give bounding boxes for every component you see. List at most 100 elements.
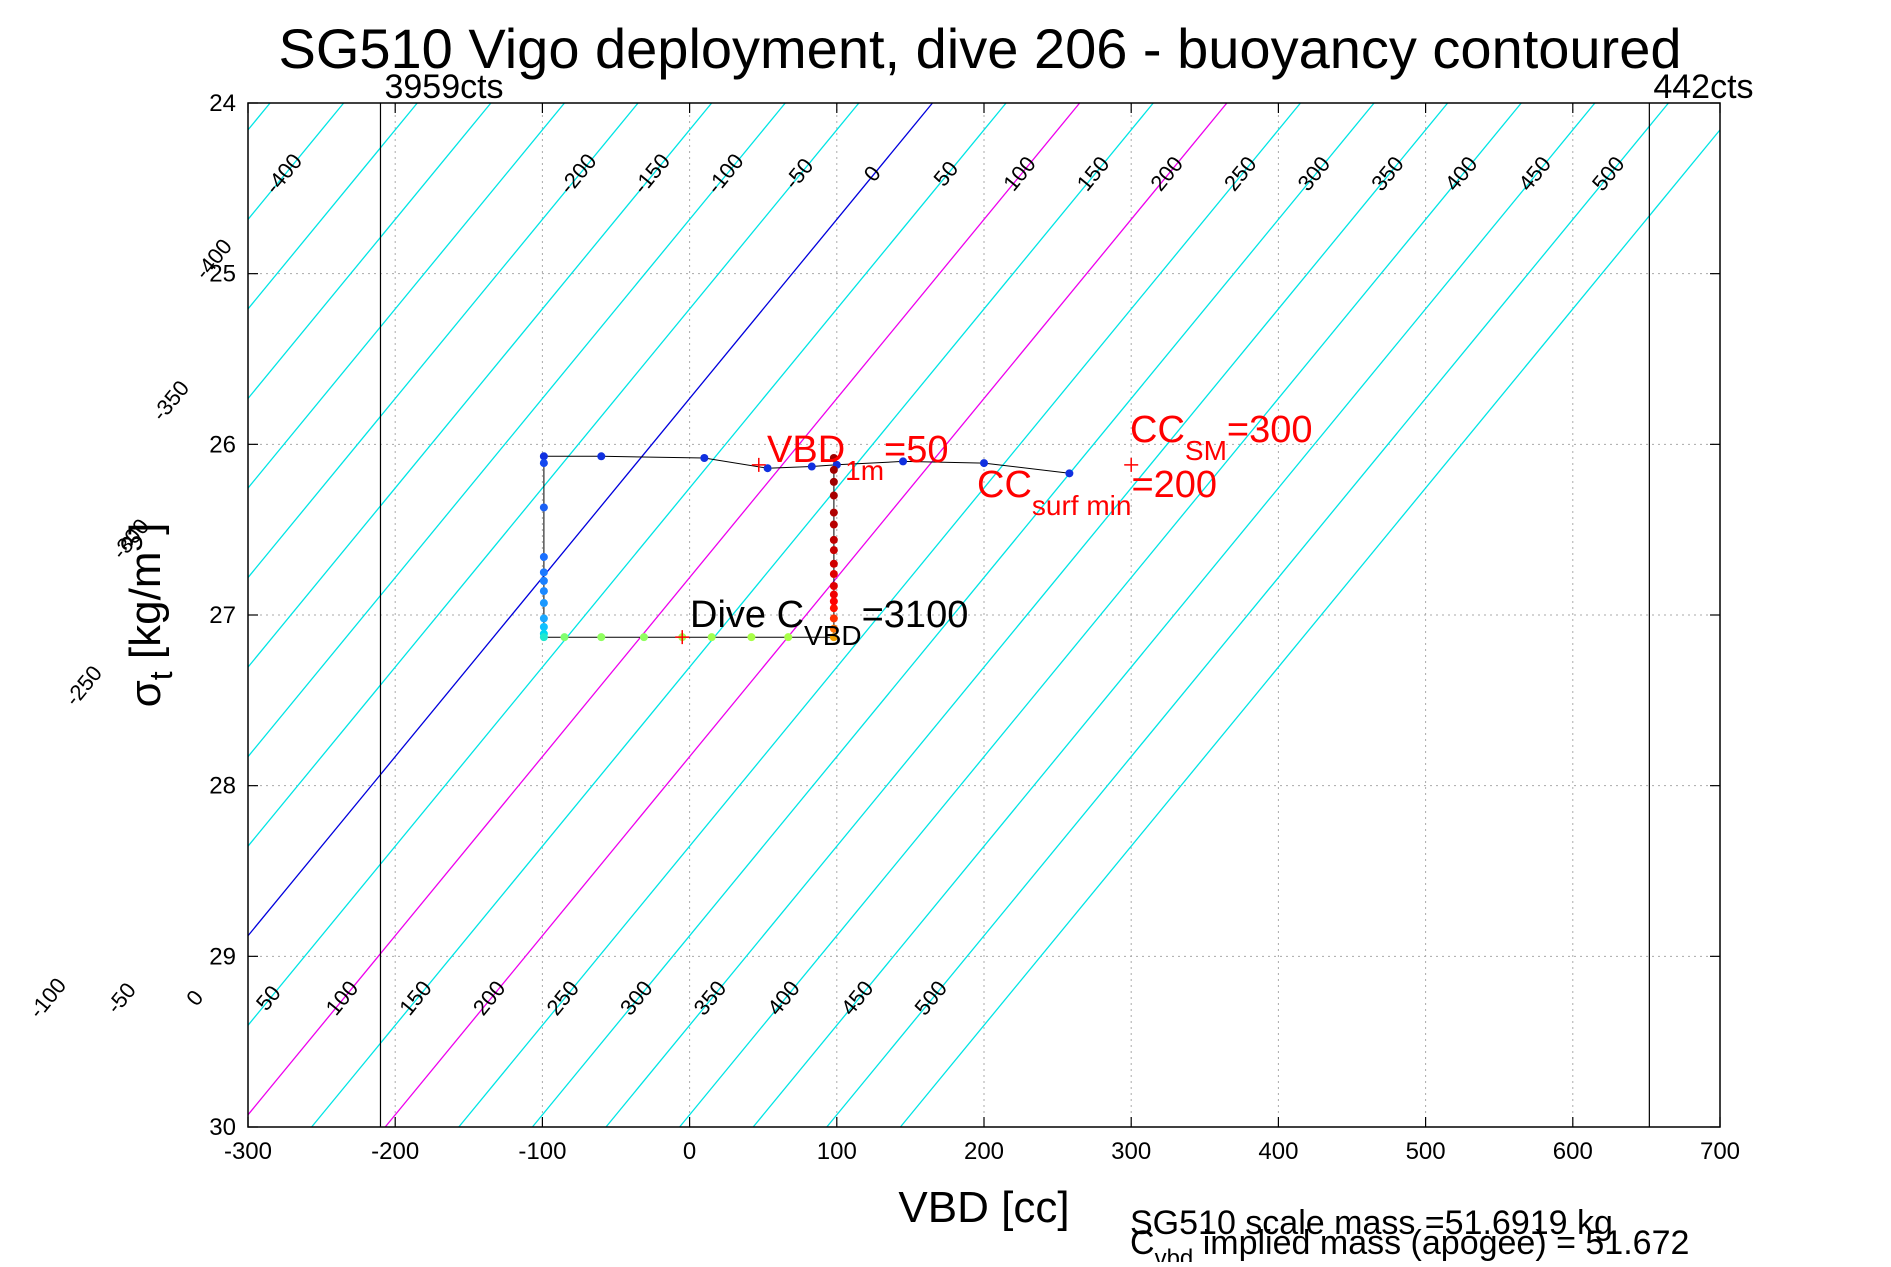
dive-trace-point — [829, 546, 838, 555]
dive-trace-point — [639, 633, 648, 642]
x-axis-label: VBD [cc] — [898, 1183, 1069, 1232]
dive-trace-point — [539, 633, 548, 642]
dive-trace-point — [597, 452, 606, 461]
dive-trace-point — [1065, 469, 1074, 478]
contour-line — [247, 102, 933, 937]
dive-trace-point — [539, 599, 548, 608]
plus-marker — [1124, 457, 1139, 472]
contour-line — [531, 102, 1375, 1128]
contour-label: -100 — [24, 973, 71, 1023]
contour-line — [247, 102, 860, 847]
contour-line — [458, 102, 1301, 1128]
dive-trace-point — [539, 552, 548, 561]
dive-trace-point — [829, 633, 838, 642]
contour-line — [247, 102, 271, 131]
dive-trace-point — [829, 570, 838, 579]
dive-trace-point — [829, 477, 838, 486]
y-tick-label: 29 — [209, 943, 236, 970]
vbd-limit-label: 3959cts — [384, 68, 503, 106]
contour-line — [311, 102, 1154, 1128]
x-tick-label: 600 — [1553, 1138, 1593, 1165]
dive-trace-point — [539, 459, 548, 468]
dive-trace-point — [829, 535, 838, 544]
x-tick-label: 500 — [1406, 1138, 1446, 1165]
y-tick-label: 25 — [209, 261, 236, 288]
dive-trace-point — [539, 587, 548, 596]
dive-trace-point — [829, 604, 838, 613]
x-tick-label: -100 — [518, 1138, 566, 1165]
contour-line — [679, 102, 1522, 1128]
dive-trace-point — [539, 568, 548, 577]
dive-trace-point — [560, 633, 569, 642]
x-tick-label: 700 — [1700, 1138, 1740, 1165]
dive-trace-point — [829, 520, 838, 529]
contour-label: -250 — [60, 661, 107, 711]
dive-trace-point — [539, 576, 548, 585]
dive-trace-point — [807, 462, 816, 471]
dive-trace-point — [784, 633, 793, 642]
cc-surf-min-annotation: CCsurf min=200 — [977, 464, 1217, 521]
vbd1m-annotation: VBD1m=50 — [767, 429, 949, 486]
y-tick-label: 30 — [209, 1114, 236, 1141]
dive-trace-point — [829, 508, 838, 517]
y-tick-label: 24 — [209, 90, 236, 117]
contour-line — [752, 102, 1596, 1128]
contour-label: -350 — [147, 376, 194, 426]
plus-marker — [751, 457, 766, 472]
contour-line — [247, 102, 345, 220]
contour-line — [247, 102, 418, 310]
contour-label: 0 — [181, 985, 208, 1010]
contour-lines — [247, 102, 1721, 1128]
x-tick-label: 400 — [1258, 1138, 1298, 1165]
vbd-limit-lines: 3959cts 442cts — [379, 68, 1754, 1127]
plus-marker — [675, 630, 690, 645]
dive-trace-point — [829, 465, 838, 474]
dive-trace-point — [539, 622, 548, 631]
x-tick-label: 200 — [964, 1138, 1004, 1165]
dive-trace-point — [829, 491, 838, 500]
contour-line — [826, 102, 1669, 1128]
chart-title: SG510 Vigo deployment, dive 206 - buoyan… — [278, 17, 1681, 80]
contour-line — [247, 102, 713, 668]
y-tick-label: 27 — [209, 602, 236, 629]
cc-sm-annotation: CCSM=300 — [1130, 409, 1312, 466]
contour-line — [247, 102, 639, 578]
contour-line — [247, 102, 786, 758]
dive-trace-point — [829, 597, 838, 606]
axis-ticks: -300 -200 -100 0 100 200 300 400 500 600 700 24 25 26… — [209, 90, 1740, 1165]
dive-trace-point — [707, 633, 716, 642]
y-axis-label: σt [kg/m3] — [116, 523, 179, 708]
x-tick-label: 100 — [817, 1138, 857, 1165]
contour-line — [605, 102, 1449, 1128]
dive-c-vbd-annotation: Dive CVBD=3100 — [690, 594, 968, 651]
contour-line — [247, 102, 1081, 1116]
dive-trace-point — [747, 633, 756, 642]
dive-trace-point — [829, 614, 838, 623]
vbd-limit-label: 442cts — [1653, 68, 1753, 106]
point-markers — [675, 457, 1139, 645]
dive-trace-point — [597, 633, 606, 642]
dive-trace-point — [829, 581, 838, 590]
dive-trace-point — [899, 457, 908, 466]
dive-trace-point — [539, 452, 548, 461]
x-tick-label: -200 — [371, 1138, 419, 1165]
x-tick-label: -300 — [224, 1138, 272, 1165]
x-tick-label: 0 — [683, 1138, 696, 1165]
dive-trace-point — [829, 624, 838, 633]
y-tick-label: 28 — [209, 773, 236, 800]
dive-trace-point — [829, 590, 838, 599]
contour-line — [247, 102, 1007, 1026]
dive-trace — [539, 452, 1074, 642]
dive-trace-point — [829, 453, 838, 462]
dive-trace-point — [980, 459, 988, 468]
implied-mass-note: Cvbd implied mass (apogee) = 51.672 — [1130, 1224, 1689, 1262]
contour-label: -50 — [101, 978, 141, 1018]
x-tick-label: 300 — [1111, 1138, 1151, 1165]
contour-line — [247, 102, 492, 399]
dive-trace-point — [539, 503, 548, 512]
dive-trace-point — [829, 559, 838, 568]
dive-trace-point — [763, 464, 772, 473]
scale-mass-note: SG510 scale mass =51.6919 kg — [1130, 1204, 1613, 1242]
dive-trace-point — [539, 614, 548, 623]
